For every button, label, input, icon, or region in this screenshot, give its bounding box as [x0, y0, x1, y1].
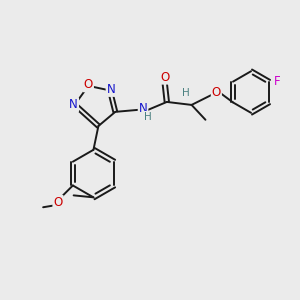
Text: N: N — [69, 98, 78, 111]
Text: O: O — [84, 78, 93, 92]
Text: N: N — [106, 83, 115, 96]
Text: F: F — [274, 75, 280, 88]
Text: N: N — [139, 102, 147, 116]
Text: O: O — [53, 196, 63, 209]
Text: O: O — [212, 85, 221, 98]
Text: O: O — [160, 71, 170, 84]
Text: H: H — [144, 112, 152, 122]
Text: H: H — [182, 88, 190, 98]
